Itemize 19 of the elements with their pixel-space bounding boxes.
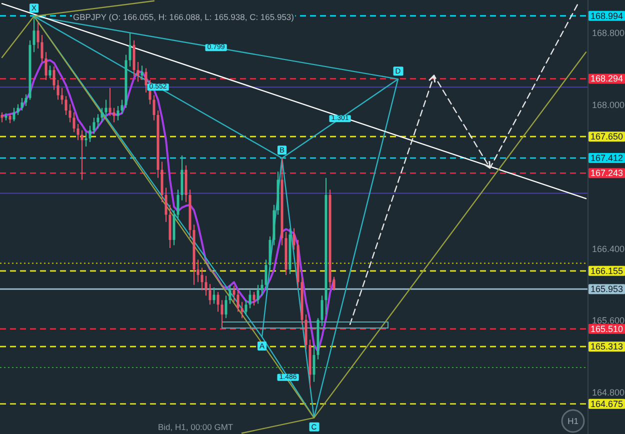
y-tick-label: 166.400 [592, 244, 625, 254]
ref-line-label: 168.994 [590, 10, 624, 21]
round-button: H1 [561, 409, 585, 433]
ref-line-label: 165.510 [590, 324, 624, 334]
ref-line-label: 165.953 [590, 284, 624, 294]
ref-line-label: 167.650 [590, 132, 624, 142]
y-tick-label: 168.800 [592, 28, 625, 38]
ref-line-label: 167.412 [590, 152, 624, 163]
annotation: H1 [568, 416, 579, 426]
annotation: Bid, H1, 00:00 GMT [158, 422, 234, 432]
ref-line-label: 167.243 [590, 168, 624, 178]
ref-line-label: 164.675 [590, 398, 624, 409]
ref-line-label: 166.155 [590, 266, 624, 276]
y-tick-label: 165.600 [592, 316, 625, 326]
text: GBPJPY (O: 166.055, H: 166.088, L: 165.938, C: 165.953) [73, 12, 294, 22]
ref-line-label: 168.294 [590, 74, 624, 84]
ref-line-label: 165.313 [590, 342, 624, 352]
y-tick-label: 168.000 [592, 100, 625, 110]
y-tick-label: 164.800 [592, 388, 625, 398]
